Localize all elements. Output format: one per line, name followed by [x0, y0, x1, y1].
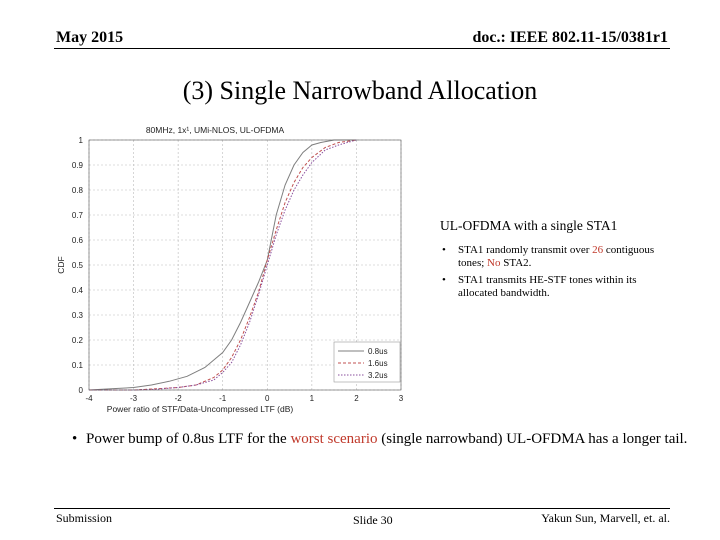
callout-heading: UL-OFDMA with a single STA1	[440, 218, 618, 233]
y-tick-label-1: 0.1	[72, 361, 84, 370]
header-doc-id: doc.: IEEE 802.11-15/0381r1	[472, 29, 668, 46]
footer-divider	[54, 508, 670, 509]
series-line-0	[88, 139, 357, 391]
y-tick-label-10: 1	[79, 136, 84, 145]
y-tick-label-6: 0.6	[72, 236, 84, 245]
plot-frame	[88, 139, 402, 391]
y-tick-label-2: 0.2	[72, 336, 84, 345]
bullet-dot: •	[72, 431, 78, 447]
callout-bullet-1: STA1 randomly transmit over 26 contiguou…	[442, 244, 675, 270]
callout-b1-highlight: 26	[592, 244, 604, 256]
series-line-1	[89, 139, 357, 391]
y-axis-label: CDF	[56, 256, 66, 273]
x-tick-label-2: -2	[175, 394, 183, 403]
header-date: May 2015	[56, 29, 124, 46]
legend-box	[333, 341, 401, 383]
x-tick-label-4: 0	[265, 394, 270, 403]
y-tick-label-5: 0.5	[72, 261, 84, 270]
legend-label-0: 0.8us	[368, 347, 388, 356]
callout-b1-post: STA2.	[500, 257, 532, 269]
y-tick-label-4: 0.4	[72, 286, 84, 295]
callout-list: STA1 randomly transmit over 26 contiguou…	[440, 244, 675, 300]
main-bullet-pre: Power bump of 0.8us LTF for the	[86, 431, 291, 447]
footer-slide-number: Slide 30	[353, 513, 393, 527]
x-tick-label-0: -4	[85, 394, 93, 403]
y-tick-label-3: 0.3	[72, 311, 84, 320]
x-tick-label-1: -3	[130, 394, 138, 403]
x-tick-label-5: 1	[310, 394, 315, 403]
footer-authors: Yakun Sun, Marvell, et. al.	[541, 511, 670, 525]
callout-bullet-2: STA1 transmits HE-STF tones within its a…	[442, 274, 675, 300]
cdf-chart: -4 -3 -2 -1 0 1 2 3 0 0.1 0.2 0.3 0.4 0.5 0.6 0.7 0.8 0.9…	[56, 125, 404, 414]
x-tick-label-3: -1	[219, 394, 227, 403]
y-tick-label-7: 0.7	[72, 211, 84, 220]
chart-title: 80MHz, 1x¹, UMi-NLOS, UL-OFDMA	[146, 125, 285, 135]
x-tick-label-6: 2	[354, 394, 359, 403]
y-tick-label-8: 0.8	[72, 186, 84, 195]
footer-submission: Submission	[56, 511, 113, 525]
legend-label-2: 3.2us	[368, 371, 388, 380]
main-bullet: • Power bump of 0.8us LTF for the worst …	[72, 430, 706, 449]
callout-b1-mid: contiguous tones;	[458, 244, 655, 269]
main-bullet-post: (single narrowband) UL-OFDMA has a longe…	[377, 431, 688, 447]
x-tick-label-7: 3	[399, 394, 404, 403]
x-axis-label: Power ratio of STF/Data-Uncompressed LTF…	[107, 404, 294, 414]
main-bullet-highlight: worst scenario	[290, 431, 378, 447]
slide-title: (3) Single Narrowband Allocation	[182, 76, 538, 105]
y-tick-label-0: 0	[79, 386, 84, 395]
y-tick-label-9: 0.9	[72, 161, 84, 170]
callout-b1-highlight2: No	[487, 257, 501, 269]
header-divider	[54, 48, 670, 49]
callout-box: UL-OFDMA with a single STA1 STA1 randoml…	[440, 218, 675, 304]
callout-b1-pre: STA1 randomly transmit over	[458, 244, 593, 256]
legend-label-1: 1.6us	[368, 359, 388, 368]
